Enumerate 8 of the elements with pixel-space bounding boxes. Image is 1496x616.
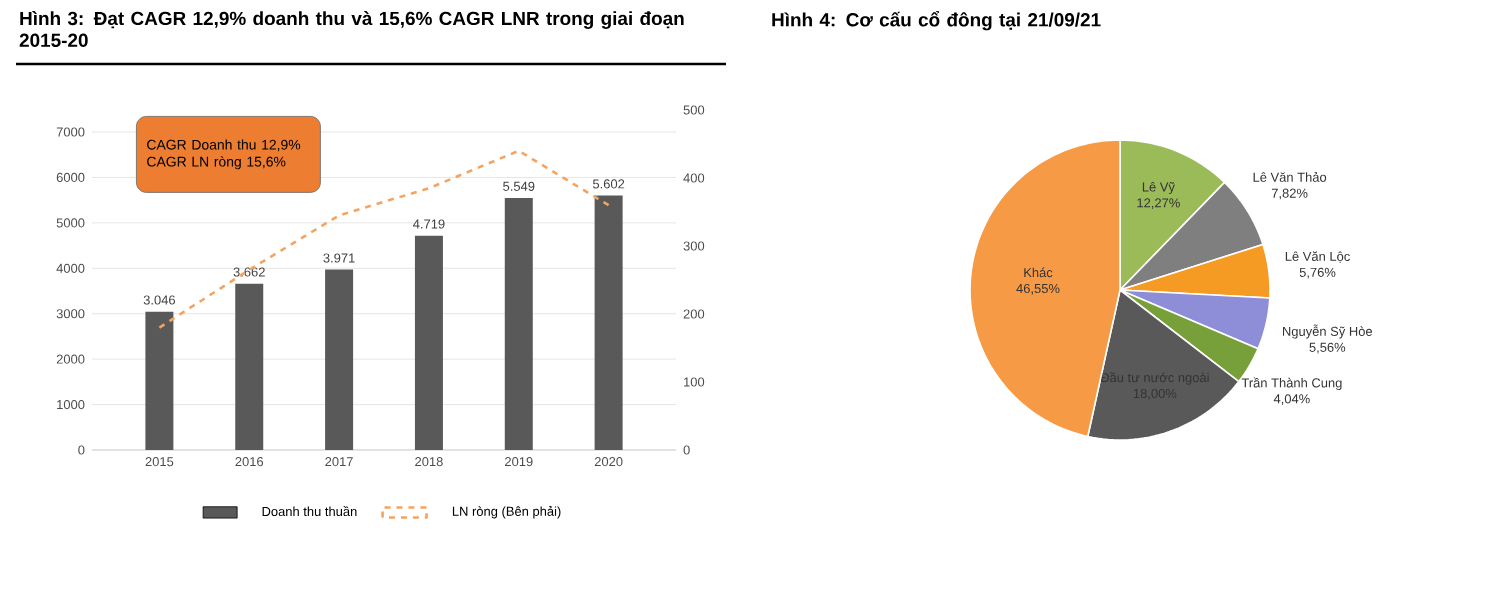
bar xyxy=(145,311,174,450)
bar xyxy=(594,195,623,450)
bar xyxy=(504,197,533,450)
bar xyxy=(325,269,354,450)
chart-title: Hình 3: Đạt CAGR 12,9% doanh thu và 15,6% CAGR LNR trong giai đoạn 2015-20 xyxy=(19,11,684,48)
bar xyxy=(414,235,443,450)
bar xyxy=(235,283,264,450)
chart-title: Hình 4: Cơ cấu cổ đông tại 21/09/21 xyxy=(772,11,1101,31)
